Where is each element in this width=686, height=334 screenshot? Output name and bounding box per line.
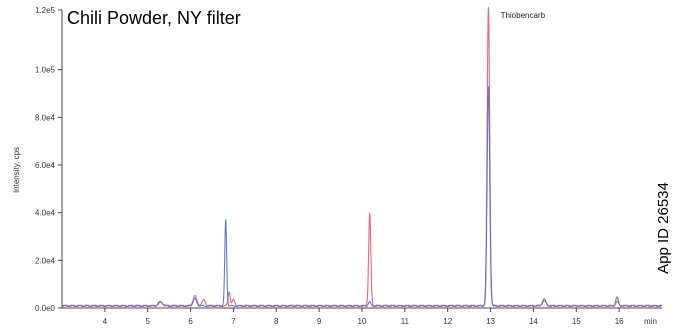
x-tick-label: 8 [274,317,279,326]
y-axis-label: Intensity, cps [12,147,21,193]
x-tick-label: 4 [103,317,108,326]
app-id-label: App ID 26534 [655,182,672,274]
y-tick-label: 0.0e0 [35,304,56,313]
x-tick-label: 9 [317,317,322,326]
x-tick-label: 12 [443,317,452,326]
chart-axes: 0.0e0 2.0e4 4.0e4 6.0e4 8.0e4 1.0e5 1.2e5 4 5 6 7 8… [35,6,662,326]
series-line-2 [61,86,663,307]
chart-series [61,6,663,307]
y-tick-label: 1.0e5 [35,66,56,75]
y-tick-label: 6.0e4 [35,161,56,170]
x-axis-unit-label: min [644,317,657,326]
x-tick-label: 15 [572,317,581,326]
series-line-1 [61,6,663,307]
x-tick-label: 5 [145,317,150,326]
x-tick-label: 14 [529,317,538,326]
y-tick-label: 8.0e4 [35,113,56,122]
chart-title: Chili Powder, NY filter [67,8,241,28]
y-tick-label: 2.0e4 [35,256,56,265]
y-tick-label: 4.0e4 [35,209,56,218]
x-tick-label: 7 [231,317,236,326]
x-tick-label: 11 [401,317,410,326]
x-tick-label: 6 [188,317,193,326]
x-tick-label: 16 [615,317,624,326]
x-tick-label: 10 [358,317,367,326]
x-tick-label: 13 [486,317,495,326]
peak-annotation: Thiobencarb [501,11,546,20]
y-tick-label: 1.2e5 [35,6,56,15]
